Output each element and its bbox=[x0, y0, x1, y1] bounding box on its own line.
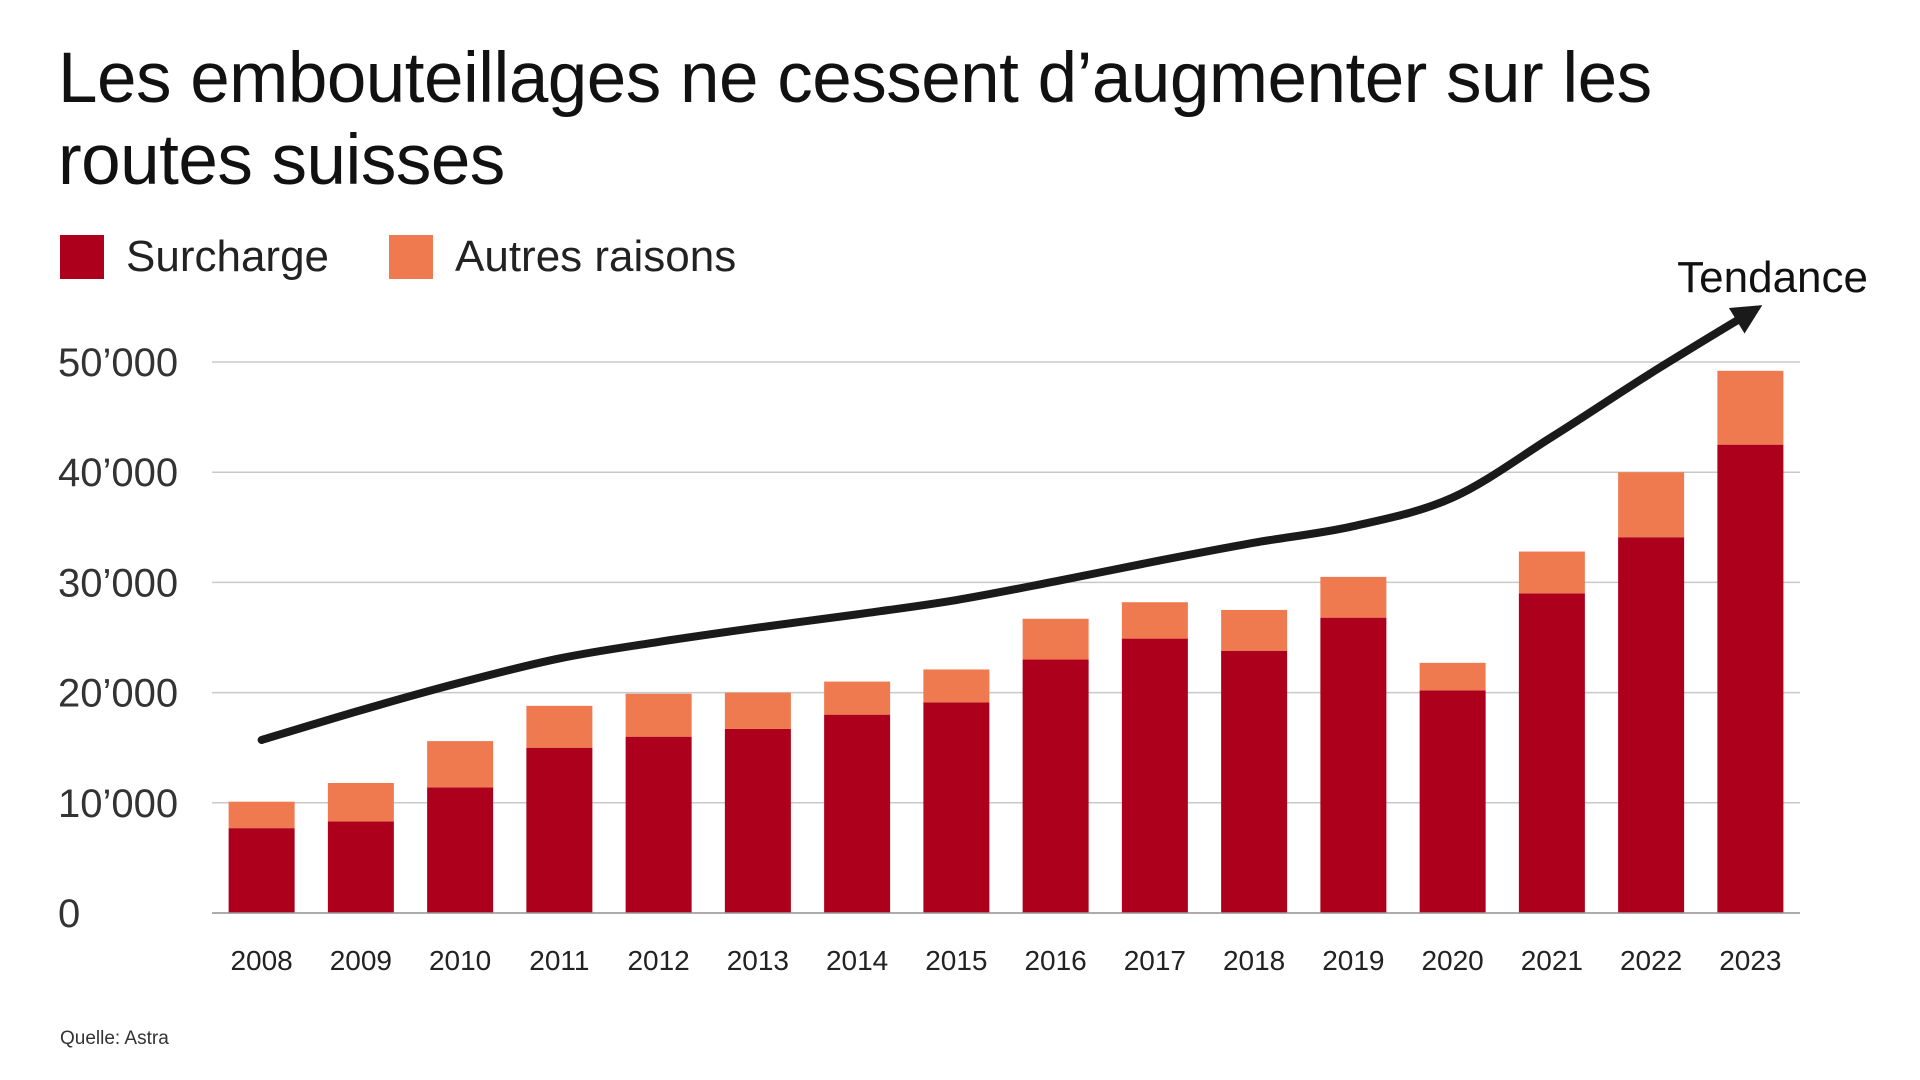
y-tick-label: 10’000 bbox=[58, 782, 178, 826]
y-tick-label: 20’000 bbox=[58, 672, 178, 716]
bar-surcharge-2010 bbox=[427, 787, 494, 913]
trend-arrow-head bbox=[1728, 305, 1763, 334]
bar-autres-2023 bbox=[1717, 370, 1784, 445]
bar-autres-2017 bbox=[1121, 602, 1188, 639]
x-tick-label: 2010 bbox=[429, 945, 491, 976]
bar-autres-2019 bbox=[1320, 576, 1387, 618]
x-tick-label: 2015 bbox=[925, 945, 987, 976]
x-tick-label: 2009 bbox=[330, 945, 392, 976]
legend-swatch-surcharge bbox=[60, 235, 104, 279]
x-tick-label: 2023 bbox=[1719, 945, 1781, 976]
bar-autres-2016 bbox=[1022, 618, 1089, 660]
bar-autres-2012 bbox=[625, 693, 692, 737]
bar-surcharge-2022 bbox=[1618, 537, 1685, 913]
legend-label-autres: Autres raisons bbox=[455, 232, 737, 281]
bar-autres-2022 bbox=[1618, 472, 1685, 538]
bar-autres-2008 bbox=[228, 801, 295, 829]
y-tick-label: 50’000 bbox=[58, 341, 178, 385]
x-tick-label: 2019 bbox=[1322, 945, 1384, 976]
bar-autres-2011 bbox=[526, 705, 593, 748]
bar-surcharge-2014 bbox=[824, 714, 891, 913]
bar-surcharge-2020 bbox=[1419, 690, 1486, 913]
bar-autres-2014 bbox=[824, 681, 891, 715]
x-tick-label: 2014 bbox=[826, 945, 888, 976]
y-tick-label: 30’000 bbox=[58, 561, 178, 605]
bar-surcharge-2017 bbox=[1121, 638, 1188, 913]
trend-layer: Tendance bbox=[257, 253, 1868, 744]
legend-label-surcharge: Surcharge bbox=[126, 232, 330, 281]
x-tick-label: 2021 bbox=[1521, 945, 1583, 976]
bar-autres-2021 bbox=[1518, 551, 1585, 594]
x-tick-label: 2018 bbox=[1223, 945, 1285, 976]
x-tick-label: 2011 bbox=[529, 945, 589, 976]
bar-surcharge-2012 bbox=[625, 736, 692, 913]
bar-surcharge-2009 bbox=[327, 821, 394, 913]
bars-layer bbox=[228, 370, 1784, 913]
bar-surcharge-2016 bbox=[1022, 659, 1089, 913]
legend-item-surcharge: Surcharge bbox=[60, 232, 329, 282]
bar-autres-2015 bbox=[923, 669, 990, 703]
bar-surcharge-2013 bbox=[724, 728, 791, 913]
legend: Surcharge Autres raisons bbox=[60, 232, 796, 282]
bar-surcharge-2021 bbox=[1518, 593, 1585, 913]
x-tick-label: 2022 bbox=[1620, 945, 1682, 976]
bar-surcharge-2011 bbox=[526, 747, 593, 913]
chart-title: Les embouteillages ne cessent d’augmente… bbox=[58, 39, 1652, 200]
x-tick-label: 2013 bbox=[727, 945, 789, 976]
source-note: Quelle: Astra bbox=[60, 1028, 169, 1049]
bar-autres-2010 bbox=[427, 741, 494, 788]
x-tick-label: 2017 bbox=[1124, 945, 1186, 976]
x-tick-label: 2020 bbox=[1421, 945, 1483, 976]
y-tick-label: 0 bbox=[58, 892, 80, 936]
trend-label: Tendance bbox=[1677, 253, 1868, 302]
bar-autres-2018 bbox=[1221, 609, 1288, 651]
legend-item-autres: Autres raisons bbox=[389, 232, 736, 282]
trend-line bbox=[257, 308, 1755, 744]
x-tick-label: 2012 bbox=[627, 945, 689, 976]
bar-surcharge-2015 bbox=[923, 702, 990, 913]
x-tick-label: 2016 bbox=[1024, 945, 1086, 976]
x-tick-label: 2008 bbox=[230, 945, 292, 976]
y-axis: 0 10’000 20’000 30’000 40’000 50’000 bbox=[58, 341, 178, 936]
legend-swatch-autres bbox=[389, 235, 434, 279]
bar-surcharge-2018 bbox=[1221, 650, 1288, 913]
bar-surcharge-2019 bbox=[1320, 617, 1387, 913]
bar-surcharge-2008 bbox=[228, 828, 295, 913]
bar-surcharge-2023 bbox=[1717, 444, 1784, 913]
bar-autres-2009 bbox=[327, 782, 394, 822]
x-axis: 2008 2009 2010 2011 2012 2013 2014 2015 2016 2017… bbox=[212, 912, 1800, 976]
y-tick-label: 40’000 bbox=[58, 451, 178, 495]
bar-autres-2020 bbox=[1419, 662, 1486, 691]
bar-autres-2013 bbox=[724, 692, 791, 729]
